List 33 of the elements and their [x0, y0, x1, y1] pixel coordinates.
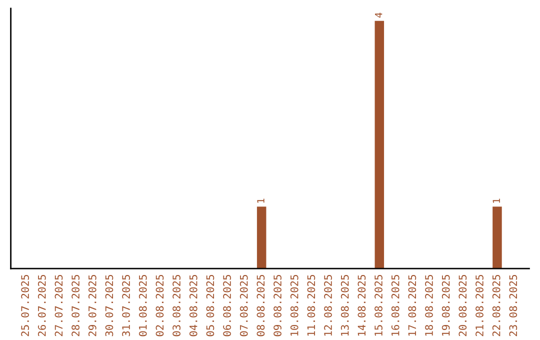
data-label: 1: [492, 198, 500, 203]
x-tick-label: 30.07.2025: [105, 274, 114, 336]
x-tick-label: 27.07.2025: [54, 274, 63, 336]
x-tick-label: 07.08.2025: [240, 274, 248, 336]
x-tick-label: 25.07.2025: [21, 274, 29, 336]
x-tick-label: 14.08.2025: [358, 274, 366, 336]
x-tick-label: 31.07.2025: [122, 274, 130, 336]
x-tick-label: 20.08.2025: [458, 274, 467, 336]
x-tick-label: 02.08.2025: [156, 274, 164, 336]
x-tick-label: 06.08.2025: [223, 274, 231, 336]
x-tick-label: 18.08.2025: [425, 274, 433, 336]
x-tick-label: 21.08.2025: [476, 274, 484, 336]
x-tick-label: 26.07.2025: [38, 274, 46, 336]
x-tick-label: 10.08.2025: [290, 274, 298, 336]
x-tick-label: 15.08.2025: [374, 274, 382, 336]
x-tick-label: 13.08.2025: [340, 274, 349, 336]
x-tick-label: 23.08.2025: [509, 274, 518, 336]
x-tick-label: 19.08.2025: [442, 274, 450, 336]
x-tick-label: 17.08.2025: [408, 274, 416, 336]
x-tick-label: 05.08.2025: [206, 274, 214, 336]
x-tick-label: 11.08.2025: [307, 274, 316, 336]
x-tick-label: 28.07.2025: [72, 274, 80, 336]
x-tick-label: 29.07.2025: [88, 274, 96, 336]
data-label: 4: [375, 12, 382, 18]
x-tick-label: 08.08.2025: [256, 274, 265, 336]
x-tick-label: 03.08.2025: [172, 274, 180, 336]
x-tick-label: 04.08.2025: [189, 274, 198, 336]
x-tick-label: 16.08.2025: [391, 274, 400, 336]
x-tick-label: 01.08.2025: [138, 274, 147, 336]
x-tick-label: 09.08.2025: [274, 274, 282, 336]
data-label: 1: [257, 198, 264, 203]
x-tick-label: 22.08.2025: [492, 274, 500, 336]
x-tick-label: 12.08.2025: [324, 274, 332, 336]
